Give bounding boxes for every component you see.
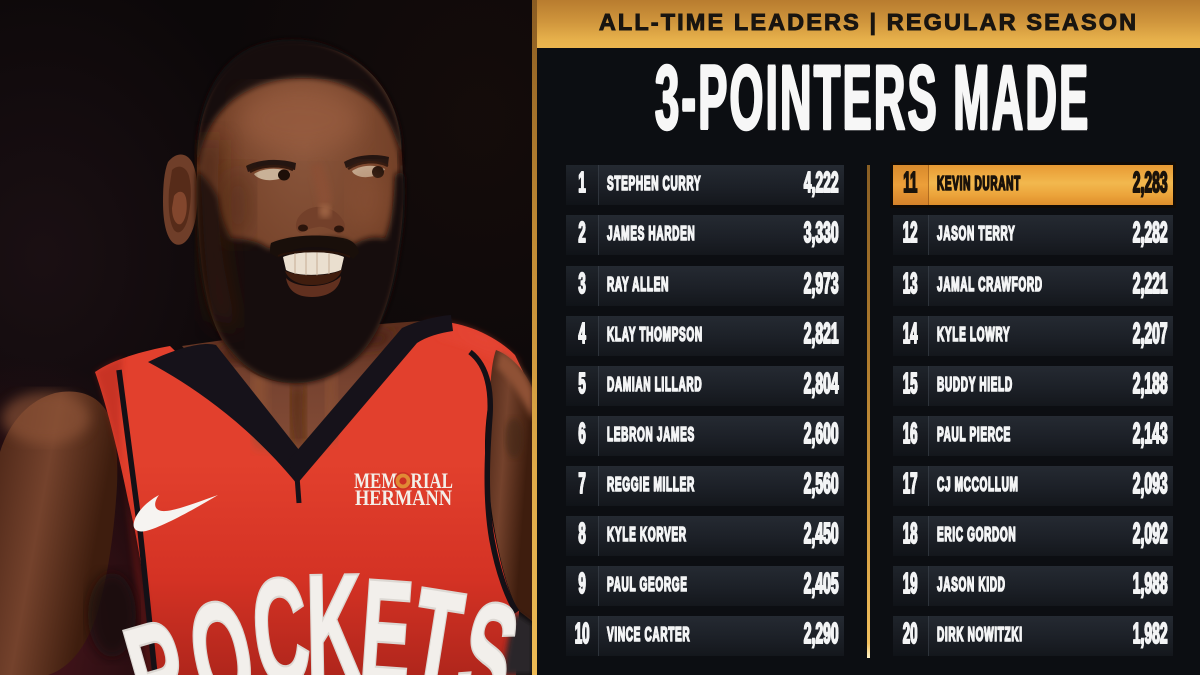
svg-text:C: C [245, 547, 316, 675]
svg-text:E: E [355, 550, 417, 675]
svg-text:K: K [305, 544, 362, 675]
